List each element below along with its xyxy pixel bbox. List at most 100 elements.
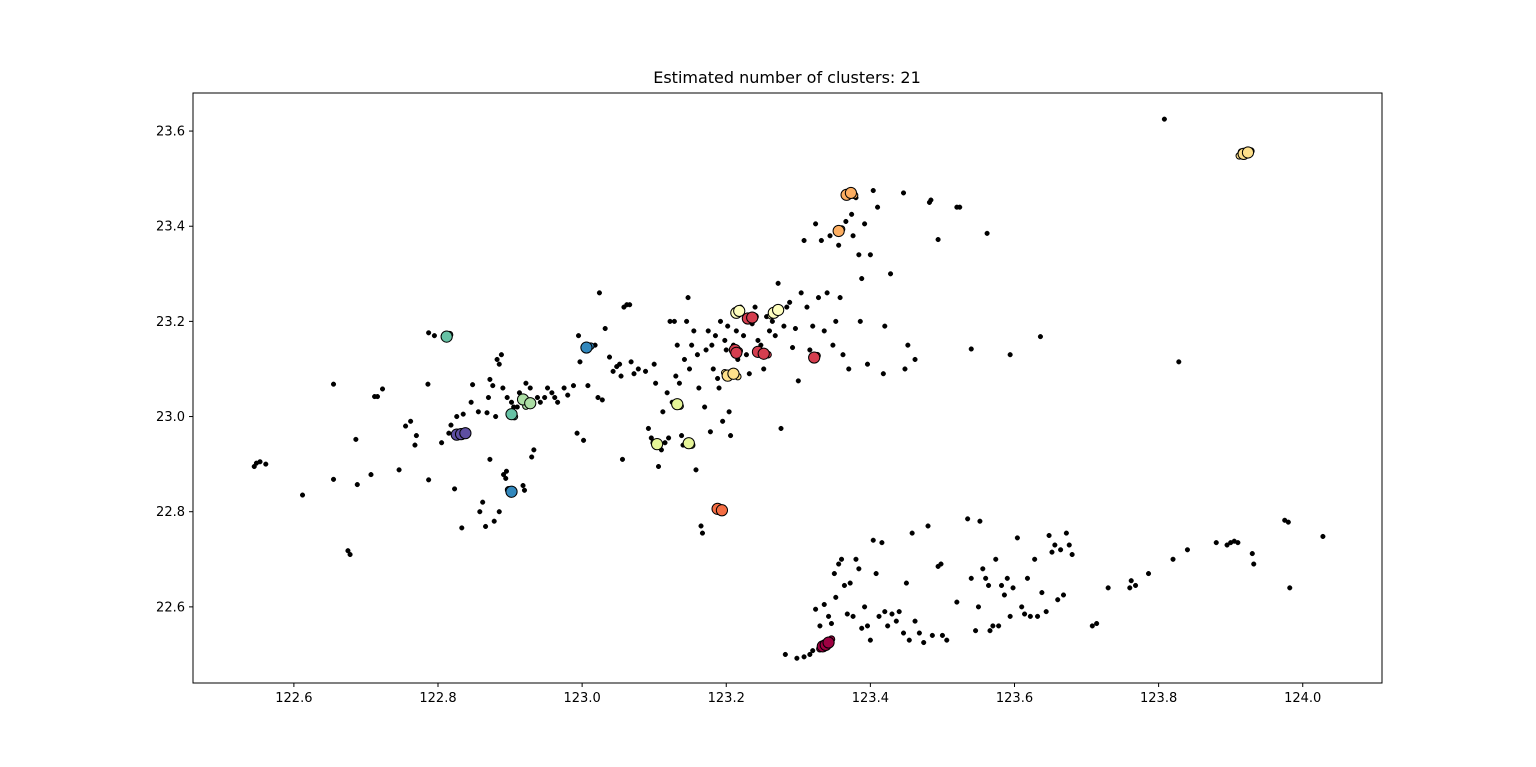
- noise-point: [998, 582, 1005, 589]
- noise-point: [929, 632, 935, 638]
- noise-point: [448, 422, 454, 428]
- noise-point: [645, 425, 651, 431]
- noise-point: [655, 463, 662, 470]
- noise-point: [784, 304, 790, 310]
- noise-point: [813, 221, 819, 227]
- noise-point: [836, 561, 842, 567]
- y-axis: 22.6 22.8 23.0 23.2 23.4 23.6: [156, 125, 193, 615]
- noise-point: [885, 623, 891, 629]
- noise-point: [709, 342, 715, 348]
- noise-point: [606, 354, 613, 360]
- noise-point: [801, 237, 807, 244]
- noise-point: [676, 380, 682, 386]
- noise-point: [619, 456, 626, 462]
- noise-point: [503, 468, 510, 474]
- cluster: [504, 485, 518, 498]
- noise-point: [778, 425, 784, 431]
- noise-point: [534, 394, 540, 401]
- noise-point: [651, 361, 657, 367]
- noise-point: [596, 290, 602, 296]
- noise-point: [257, 459, 263, 465]
- noise-point: [653, 380, 659, 386]
- noise-point: [501, 472, 507, 478]
- noise-point: [345, 548, 351, 554]
- noise-point: [716, 385, 722, 391]
- noise-point: [712, 333, 718, 339]
- noise-point: [984, 230, 990, 236]
- noise-point: [900, 190, 907, 196]
- noise-point: [263, 461, 269, 467]
- noise-point: [686, 366, 693, 372]
- noise-point: [833, 318, 839, 324]
- noise-point: [496, 361, 502, 367]
- noise-point: [431, 333, 437, 339]
- noise-point: [577, 359, 583, 365]
- plot-area-frame: [192, 92, 1383, 684]
- noise-point: [844, 611, 850, 617]
- cluster: [832, 224, 846, 238]
- noise-point: [523, 380, 529, 386]
- cluster-core-point: [671, 398, 684, 411]
- noise-point: [667, 318, 673, 324]
- noise-point: [821, 601, 827, 608]
- noise-point: [870, 187, 876, 194]
- noise-point: [723, 347, 729, 353]
- noise-point: [574, 430, 580, 436]
- noise-point: [846, 366, 852, 372]
- noise-point: [498, 352, 504, 358]
- noise-point: [1019, 604, 1025, 610]
- noise-point: [795, 378, 801, 384]
- noise-point: [412, 442, 418, 448]
- noise-point: [485, 394, 491, 401]
- noise-point: [867, 252, 873, 258]
- noise-point: [954, 599, 960, 605]
- noise-point: [746, 371, 752, 377]
- noise-point: [782, 651, 788, 658]
- noise-point: [733, 328, 739, 334]
- cluster: [721, 367, 742, 382]
- noise-point: [818, 237, 824, 244]
- noise-point: [864, 623, 871, 629]
- cluster: [711, 502, 729, 517]
- noise-point: [671, 318, 677, 324]
- noise-point: [815, 295, 822, 301]
- noise-point: [299, 492, 306, 498]
- y-tick-label: 22.6: [156, 600, 185, 615]
- noise-point: [491, 518, 497, 524]
- noise-point: [368, 472, 374, 478]
- noise-point: [1170, 556, 1176, 562]
- noise-point: [684, 318, 690, 324]
- noise-point: [642, 368, 649, 374]
- noise-point: [1004, 575, 1010, 581]
- noise-point: [500, 385, 506, 391]
- noise-point: [813, 606, 819, 612]
- noise-point: [520, 482, 526, 489]
- noise-point: [993, 556, 999, 562]
- noise-point: [679, 433, 685, 439]
- noise-point: [817, 623, 823, 629]
- noise-point: [1022, 611, 1028, 617]
- noise-point: [781, 323, 787, 329]
- x-tick-label: 123.0: [564, 691, 601, 706]
- noise-point: [617, 361, 623, 367]
- noise-point: [902, 366, 908, 372]
- noise-point: [599, 397, 605, 403]
- noise-point: [1049, 549, 1055, 555]
- noise-point: [565, 392, 571, 398]
- noise-point: [354, 482, 360, 488]
- noise-point: [531, 447, 537, 453]
- noise-point: [396, 467, 402, 473]
- noise-point: [493, 413, 499, 420]
- noise-point: [722, 337, 728, 343]
- noise-point: [965, 516, 971, 522]
- noise-point: [1161, 116, 1167, 122]
- noise-point: [403, 423, 409, 429]
- noise-points: [251, 116, 1326, 661]
- x-tick-label: 123.8: [1140, 691, 1177, 706]
- x-tick-label: 123.4: [852, 691, 889, 706]
- noise-point: [544, 385, 551, 391]
- noise-point: [849, 211, 855, 217]
- noise-point: [1094, 620, 1100, 627]
- noise-point: [425, 381, 431, 387]
